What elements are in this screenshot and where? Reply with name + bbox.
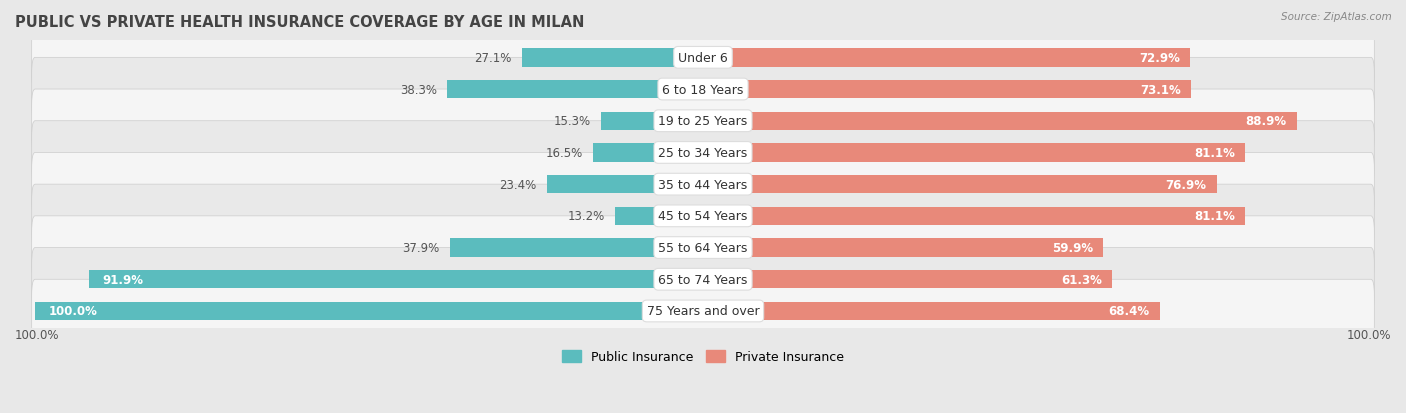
Text: 81.1%: 81.1% <box>1194 147 1234 159</box>
Text: 88.9%: 88.9% <box>1246 115 1286 128</box>
Text: 100.0%: 100.0% <box>15 329 59 342</box>
Text: 25 to 34 Years: 25 to 34 Years <box>658 147 748 159</box>
Text: 72.9%: 72.9% <box>1139 52 1180 65</box>
Text: 59.9%: 59.9% <box>1052 242 1092 254</box>
Text: 6 to 18 Years: 6 to 18 Years <box>662 83 744 96</box>
Text: 45 to 54 Years: 45 to 54 Years <box>658 210 748 223</box>
Bar <box>35 302 703 320</box>
Bar <box>703 144 1244 162</box>
Bar <box>600 112 703 131</box>
FancyBboxPatch shape <box>32 58 1374 121</box>
Text: PUBLIC VS PRIVATE HEALTH INSURANCE COVERAGE BY AGE IN MILAN: PUBLIC VS PRIVATE HEALTH INSURANCE COVER… <box>15 15 585 30</box>
Bar <box>703 302 1160 320</box>
FancyBboxPatch shape <box>32 90 1374 153</box>
FancyBboxPatch shape <box>32 121 1374 185</box>
FancyBboxPatch shape <box>32 185 1374 248</box>
FancyBboxPatch shape <box>32 248 1374 311</box>
Bar <box>89 271 703 289</box>
Text: 100.0%: 100.0% <box>1347 329 1391 342</box>
Text: 35 to 44 Years: 35 to 44 Years <box>658 178 748 191</box>
Bar <box>614 207 703 225</box>
Text: 76.9%: 76.9% <box>1166 178 1206 191</box>
Text: Source: ZipAtlas.com: Source: ZipAtlas.com <box>1281 12 1392 22</box>
Text: 19 to 25 Years: 19 to 25 Years <box>658 115 748 128</box>
Text: Under 6: Under 6 <box>678 52 728 65</box>
Bar <box>447 81 703 99</box>
Text: 37.9%: 37.9% <box>402 242 440 254</box>
Bar <box>703 207 1244 225</box>
Text: 73.1%: 73.1% <box>1140 83 1181 96</box>
FancyBboxPatch shape <box>32 216 1374 280</box>
Text: 91.9%: 91.9% <box>103 273 143 286</box>
Text: 100.0%: 100.0% <box>48 305 97 318</box>
Text: 81.1%: 81.1% <box>1194 210 1234 223</box>
Text: 65 to 74 Years: 65 to 74 Years <box>658 273 748 286</box>
Text: 16.5%: 16.5% <box>546 147 582 159</box>
Bar <box>547 176 703 194</box>
FancyBboxPatch shape <box>32 26 1374 90</box>
Bar <box>703 49 1189 67</box>
Text: 23.4%: 23.4% <box>499 178 537 191</box>
Text: 15.3%: 15.3% <box>554 115 591 128</box>
Bar <box>703 239 1104 257</box>
Text: 75 Years and over: 75 Years and over <box>647 305 759 318</box>
FancyBboxPatch shape <box>32 153 1374 216</box>
Bar <box>450 239 703 257</box>
Bar <box>703 176 1216 194</box>
Bar <box>703 81 1191 99</box>
Bar <box>593 144 703 162</box>
Text: 38.3%: 38.3% <box>401 83 437 96</box>
Bar <box>703 271 1112 289</box>
Text: 27.1%: 27.1% <box>475 52 512 65</box>
Bar <box>522 49 703 67</box>
FancyBboxPatch shape <box>32 280 1374 343</box>
Text: 61.3%: 61.3% <box>1062 273 1102 286</box>
Bar <box>703 112 1296 131</box>
Text: 68.4%: 68.4% <box>1109 305 1150 318</box>
Text: 13.2%: 13.2% <box>568 210 605 223</box>
Text: 55 to 64 Years: 55 to 64 Years <box>658 242 748 254</box>
Legend: Public Insurance, Private Insurance: Public Insurance, Private Insurance <box>557 346 849 368</box>
